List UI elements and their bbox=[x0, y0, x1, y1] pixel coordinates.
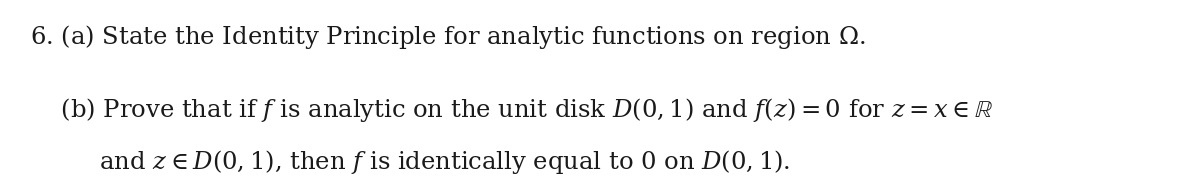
Text: and $z \in D(0,1)$, then $f$ is identically equal to 0 on $D(0,1)$.: and $z \in D(0,1)$, then $f$ is identica… bbox=[30, 148, 791, 176]
Text: (b) Prove that if $f$ is analytic on the unit disk $D(0,1)$ and $f(z) = 0$ for $: (b) Prove that if $f$ is analytic on the… bbox=[30, 96, 992, 124]
Text: 6. (a) State the Identity Principle for analytic functions on region $\Omega$.: 6. (a) State the Identity Principle for … bbox=[30, 23, 865, 51]
